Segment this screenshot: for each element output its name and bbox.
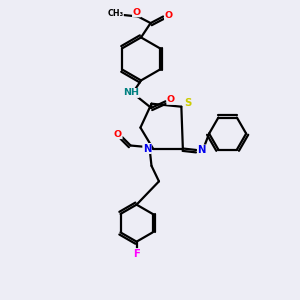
Text: CH₃: CH₃ xyxy=(107,9,123,18)
Text: O: O xyxy=(114,130,122,139)
Text: NH: NH xyxy=(123,88,139,98)
Text: N: N xyxy=(197,145,206,155)
Text: O: O xyxy=(133,8,141,17)
Text: O: O xyxy=(164,11,172,20)
Text: O: O xyxy=(167,95,175,104)
Text: N: N xyxy=(143,143,151,154)
Text: F: F xyxy=(133,249,140,259)
Text: S: S xyxy=(184,98,192,108)
